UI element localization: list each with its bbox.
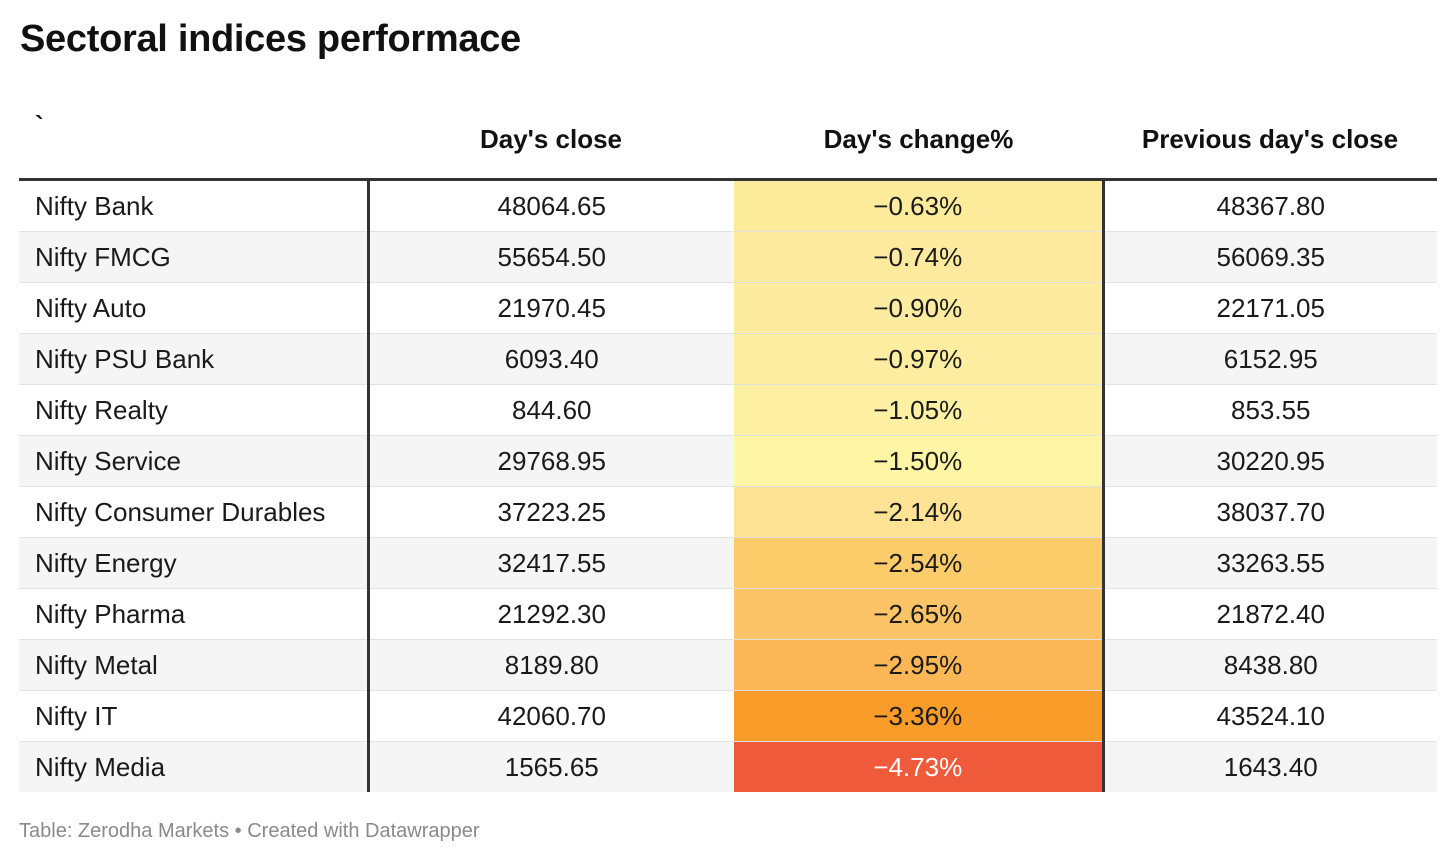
row-name-cell: Nifty Metal: [19, 639, 370, 691]
row-name-cell: Nifty Bank: [19, 179, 370, 232]
row-name-cell: Nifty Media: [19, 741, 370, 792]
days-close-cell: 48064.65: [368, 179, 734, 232]
previous-close-cell: 21872.40: [1103, 588, 1437, 640]
table-row: Nifty Media 1565.65 −4.73% 1643.40: [19, 741, 1437, 792]
row-name-cell: Nifty Energy: [19, 537, 370, 589]
previous-close-cell: 38037.70: [1103, 486, 1437, 538]
row-name-cell: Nifty FMCG: [19, 231, 370, 283]
days-change-cell: −2.95%: [734, 639, 1105, 691]
previous-close-cell: 56069.35: [1103, 231, 1437, 283]
days-change-cell: −3.36%: [734, 690, 1105, 742]
table-row: Nifty Realty 844.60 −1.05% 853.55: [19, 384, 1437, 436]
source-footer: Table: Zerodha Markets • Created with Da…: [19, 820, 480, 842]
previous-close-cell: 22171.05: [1103, 282, 1437, 334]
days-close-cell: 21292.30: [368, 588, 734, 640]
days-close-cell: 844.60: [368, 384, 734, 436]
table-row: Nifty Consumer Durables 37223.25 −2.14% 380…: [19, 486, 1437, 538]
days-change-cell: −2.14%: [734, 486, 1105, 538]
days-change-cell: −1.05%: [734, 384, 1105, 436]
days-change-cell: −0.97%: [734, 333, 1105, 385]
table-row: Nifty FMCG 55654.50 −0.74% 56069.35: [19, 231, 1437, 283]
days-close-cell: 37223.25: [368, 486, 734, 538]
row-name-cell: Nifty Realty: [19, 384, 370, 436]
header-row: ` Day's close Day's change% Previous day…: [19, 100, 1437, 181]
days-change-cell: −0.90%: [734, 282, 1105, 334]
days-change-cell: −2.65%: [734, 588, 1105, 640]
previous-close-cell: 1643.40: [1103, 741, 1437, 792]
days-close-cell: 6093.40: [368, 333, 734, 385]
table-row: Nifty Bank 48064.65 −0.63% 48367.80: [19, 179, 1437, 232]
table-row: Nifty Pharma 21292.30 −2.65% 21872.40: [19, 588, 1437, 640]
days-change-cell: −2.54%: [734, 537, 1105, 589]
days-close-cell: 32417.55: [368, 537, 734, 589]
table-row: Nifty IT 42060.70 −3.36% 43524.10: [19, 690, 1437, 742]
days-close-cell: 29768.95: [368, 435, 734, 487]
previous-close-cell: 48367.80: [1103, 179, 1437, 232]
chart-title: Sectoral indices performace: [20, 18, 521, 60]
sectoral-table: ` Day's close Day's change% Previous day…: [19, 100, 1437, 792]
days-close-cell: 42060.70: [368, 690, 734, 742]
column-header-days-change[interactable]: Day's change%: [734, 100, 1103, 181]
days-close-cell: 8189.80: [368, 639, 734, 691]
row-name-cell: Nifty PSU Bank: [19, 333, 370, 385]
previous-close-cell: 33263.55: [1103, 537, 1437, 589]
table-row: Nifty Service 29768.95 −1.50% 30220.95: [19, 435, 1437, 487]
previous-close-cell: 30220.95: [1103, 435, 1437, 487]
table-row: Nifty Auto 21970.45 −0.90% 22171.05: [19, 282, 1437, 334]
row-name-cell: Nifty Consumer Durables: [19, 486, 370, 538]
table-row: Nifty PSU Bank 6093.40 −0.97% 6152.95: [19, 333, 1437, 385]
table-body: Nifty Bank 48064.65 −0.63% 48367.80 Nifty FM…: [19, 179, 1437, 792]
row-name-cell: Nifty Pharma: [19, 588, 370, 640]
days-change-cell: −4.73%: [734, 741, 1105, 792]
days-close-cell: 55654.50: [368, 231, 734, 283]
previous-close-cell: 853.55: [1103, 384, 1437, 436]
row-name-cell: Nifty IT: [19, 690, 370, 742]
days-change-cell: −0.63%: [734, 179, 1105, 232]
previous-close-cell: 43524.10: [1103, 690, 1437, 742]
previous-close-cell: 8438.80: [1103, 639, 1437, 691]
column-header-previous-close[interactable]: Previous day's close: [1103, 100, 1437, 181]
days-close-cell: 21970.45: [368, 282, 734, 334]
days-close-cell: 1565.65: [368, 741, 734, 792]
days-change-cell: −1.50%: [734, 435, 1105, 487]
row-name-cell: Nifty Auto: [19, 282, 370, 334]
previous-close-cell: 6152.95: [1103, 333, 1437, 385]
row-name-cell: Nifty Service: [19, 435, 370, 487]
table-row: Nifty Metal 8189.80 −2.95% 8438.80: [19, 639, 1437, 691]
column-header-days-close[interactable]: Day's close: [368, 100, 734, 181]
days-change-cell: −0.74%: [734, 231, 1105, 283]
table-row: Nifty Energy 32417.55 −2.54% 33263.55: [19, 537, 1437, 589]
column-header-name[interactable]: `: [19, 100, 368, 181]
